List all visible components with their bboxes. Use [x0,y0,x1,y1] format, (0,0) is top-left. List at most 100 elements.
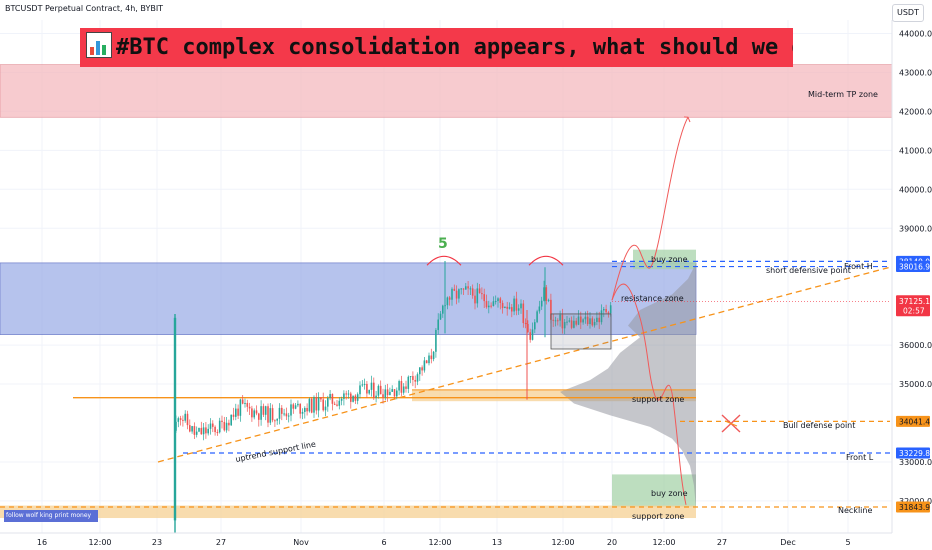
candle-body [584,316,587,320]
candle-body [522,303,525,324]
candle-body [467,286,469,289]
candle-body [398,381,400,391]
candle-body [485,301,488,308]
price-tick-label: 39000.0 [899,224,932,233]
candle-body [322,399,324,411]
candle-body [563,322,566,329]
candle-body [267,406,269,423]
candle-body [278,407,281,419]
candle-body [603,309,605,311]
candle-body [230,414,232,426]
candle-body [389,391,391,396]
candle-body [260,406,262,420]
candle-body [497,298,499,302]
candle-body [232,414,235,417]
candle-body [591,318,594,326]
candle-body [336,404,338,406]
time-tick-label: 27 [216,538,226,547]
candle-body [511,307,513,312]
price-tick-label: 33000.0 [899,458,932,467]
candle-body [396,390,398,397]
candle-body [423,360,426,371]
candle-body [490,305,492,307]
candle-body [605,309,607,313]
candle-body [481,293,483,295]
price-tick-label: 41000.0 [899,146,932,155]
zone-label: buy zone [651,255,688,264]
candle-body [402,386,405,393]
candle-body [494,301,497,303]
candle-body [499,298,502,303]
candle-body [559,314,561,321]
last-price-label: 37125.1 [899,297,930,306]
candle-body [253,410,255,418]
candle-body [218,420,221,433]
price-tag [896,447,930,459]
time-tick-label: 12:00 [551,538,574,547]
candle-body [580,316,582,323]
zone-rect [412,389,696,402]
candle-body [600,310,603,323]
candle-body [439,313,442,320]
candle-body [212,423,214,427]
candle-body [448,297,451,300]
x-marker [724,420,738,427]
candle-body [552,319,554,321]
candle-body [451,288,453,300]
candle-body [442,305,444,314]
candle-body [428,355,430,364]
price-tag-label: 31843.9 [899,503,930,512]
candle-body [359,385,361,395]
candle-body [492,301,495,306]
candle-body [248,406,251,409]
zone-label: support zone [632,395,684,404]
candle-body [235,408,237,417]
time-tick-label: 5 [845,538,850,547]
currency-button[interactable]: USDT [892,4,924,22]
bull-projection [611,116,689,301]
candle-body [221,420,223,422]
candle-body [225,422,228,431]
candle-body [566,321,568,323]
bear-projection [611,283,687,505]
candle-body [299,403,301,414]
candle-body [437,319,439,330]
candle-body [306,407,308,412]
candle-body [589,318,591,325]
price-tick-label: 42000.0 [899,107,932,116]
candle-body [173,317,177,521]
level-label: Bull defense point [783,421,855,430]
candle-body [462,288,465,290]
candle-body [455,290,458,299]
candle-body [262,406,265,415]
candle-body [186,413,189,426]
candle-body [320,397,322,400]
time-tick-label: Nov [293,538,309,547]
candle-body [350,393,352,402]
level-label: Front H [844,262,873,271]
candle-body [596,317,598,323]
zone-rect [0,505,696,519]
price-tag-label: 38016.9 [899,263,930,272]
candle-body [412,376,414,380]
candle-body [315,397,318,411]
time-tick-label: 12:00 [652,538,675,547]
candle-body [501,302,504,309]
candle-body [421,367,423,371]
price-tag-label: 33229.8 [899,449,930,458]
candle-body [241,399,244,404]
price-tag [896,261,930,273]
candle-body [269,408,272,423]
candle-body [297,403,299,406]
banner-title: #BTC complex consolidation appears, what… [116,35,793,60]
candle-body [545,287,548,301]
candle-body [386,389,389,396]
candle-body [515,298,518,311]
level-label: short defensive point [766,266,851,275]
candle-body [343,393,345,399]
title-banner: #BTC complex consolidation appears, what… [80,28,793,67]
candle-body [287,415,290,417]
candle-body [524,323,527,325]
